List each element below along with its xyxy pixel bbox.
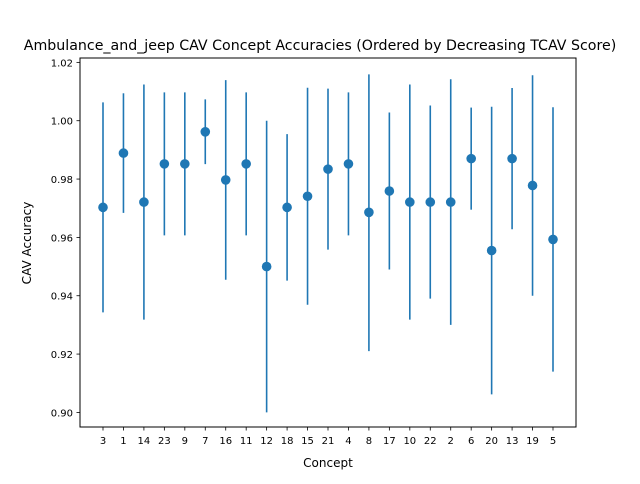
data-point xyxy=(98,202,108,213)
x-axis: 3 1 14 23 9 7 16 11 12 18 15 21 4 8 17 10 22 2 6 20 13 19 5 xyxy=(100,427,556,447)
x-tick-label: 3 xyxy=(100,436,106,447)
data-point xyxy=(241,159,251,169)
x-tick-label: 15 xyxy=(301,436,314,447)
data-point xyxy=(445,197,456,207)
plot-area xyxy=(98,74,558,413)
x-tick-label: 21 xyxy=(322,436,335,447)
data-point xyxy=(527,180,538,191)
x-tick-label: 13 xyxy=(506,436,519,447)
data-point xyxy=(220,175,231,185)
data-point xyxy=(139,197,149,207)
data-point xyxy=(180,159,190,169)
x-tick-label: 14 xyxy=(138,436,151,447)
y-axis: 0.90 0.92 0.94 0.96 0.98 1.00 1.02 xyxy=(51,58,80,419)
x-tick-label: 12 xyxy=(260,436,273,447)
x-tick-label: 23 xyxy=(158,436,171,447)
data-point xyxy=(384,186,395,196)
x-tick-label: 16 xyxy=(219,436,232,447)
data-point xyxy=(302,191,313,202)
data-point xyxy=(343,159,354,169)
data-point xyxy=(548,234,558,245)
x-tick-label: 1 xyxy=(120,436,126,447)
data-point xyxy=(507,153,517,164)
x-tick-label: 17 xyxy=(383,436,396,447)
x-tick-label: 7 xyxy=(202,436,208,447)
plot-frame xyxy=(79,57,577,428)
x-tick-label: 20 xyxy=(485,436,498,447)
data-point xyxy=(261,261,272,272)
x-tick-label: 6 xyxy=(468,436,474,447)
data-point xyxy=(200,127,211,137)
data-point xyxy=(118,148,129,158)
y-axis-label: CAV Accuracy xyxy=(20,202,34,285)
y-tick-label: 0.94 xyxy=(51,292,73,303)
x-axis-label: Concept xyxy=(303,456,353,470)
y-tick-label: 0.90 xyxy=(51,408,73,419)
y-tick-label: 1.00 xyxy=(51,117,73,128)
x-tick-label: 9 xyxy=(182,436,188,447)
y-tick-label: 0.96 xyxy=(51,233,73,244)
y-tick-label: 0.92 xyxy=(51,350,73,361)
data-point xyxy=(466,153,476,164)
x-tick-label: 5 xyxy=(550,436,556,447)
data-point xyxy=(405,197,415,207)
x-tick-label: 10 xyxy=(403,436,416,447)
x-tick-label: 11 xyxy=(240,436,253,447)
y-tick-label: 1.02 xyxy=(51,58,73,69)
data-point xyxy=(323,164,333,174)
data-point xyxy=(425,197,436,207)
data-point xyxy=(282,202,292,213)
data-point xyxy=(486,245,497,256)
x-tick-label: 8 xyxy=(366,436,372,447)
x-tick-label: 19 xyxy=(526,436,539,447)
x-tick-label: 22 xyxy=(424,436,437,447)
x-tick-label: 18 xyxy=(281,436,294,447)
x-tick-label: 4 xyxy=(345,436,351,447)
x-tick-label: 2 xyxy=(448,436,454,447)
data-point xyxy=(364,207,374,218)
chart-title: Ambulance_and_jeep CAV Concept Accuracie… xyxy=(24,38,616,54)
data-point xyxy=(159,159,170,169)
y-tick-label: 0.98 xyxy=(51,175,73,186)
